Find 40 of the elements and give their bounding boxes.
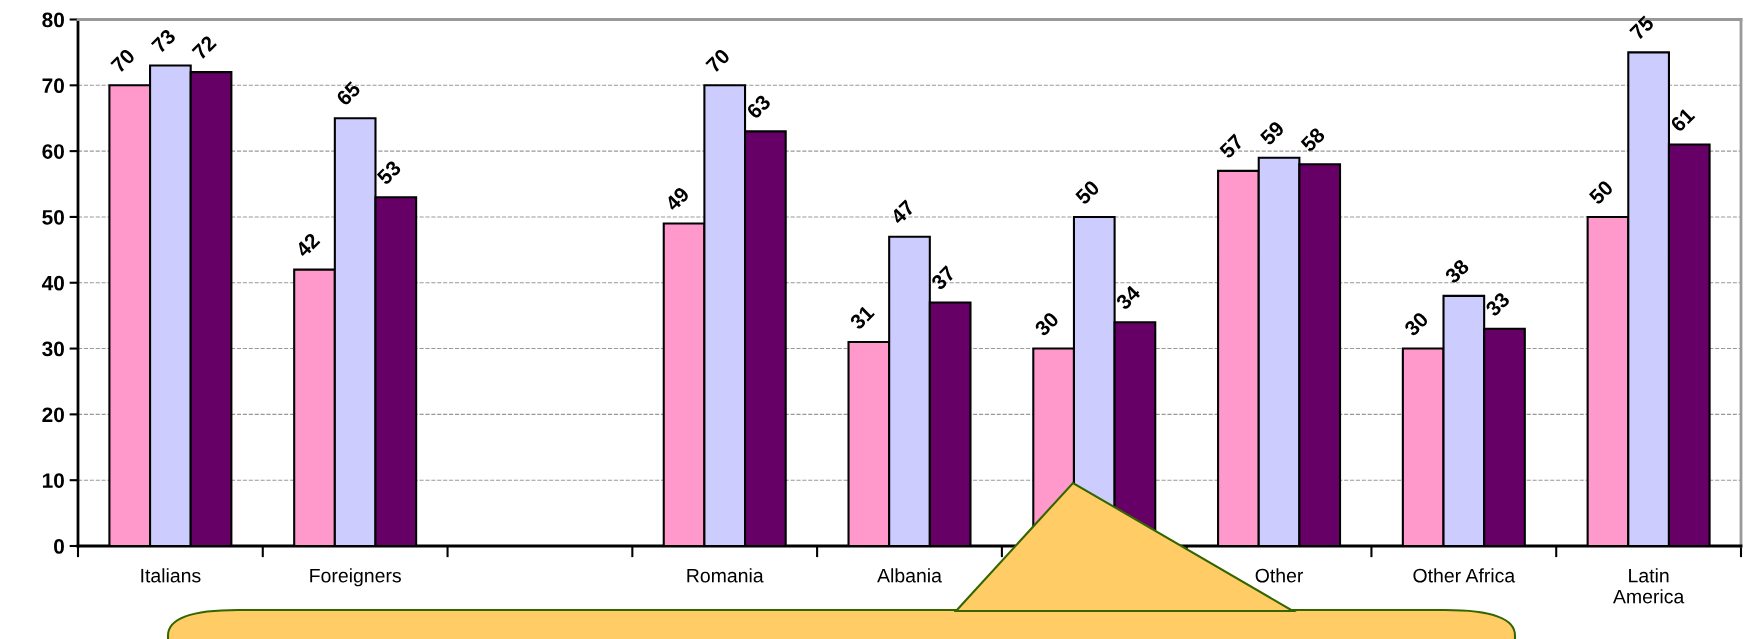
data-label: 42 [294,232,321,258]
data-label: 72 [191,34,217,61]
data-label: 63 [745,93,772,120]
y-tick-label: 20 [42,407,64,423]
data-label: 75 [1629,14,1655,41]
data-label: 58 [1299,126,1326,153]
data-label: 30 [1033,311,1060,337]
data-label: 65 [335,80,362,107]
data-label: 70 [110,47,136,74]
data-label: 37 [930,265,957,291]
data-label: 57 [1218,133,1245,160]
data-label: 30 [1403,311,1430,337]
data-label: 59 [1259,120,1286,147]
x-tick-label: Foreigners [310,568,401,587]
data-label: 49 [664,186,691,213]
y-tick-label: 10 [42,473,64,488]
y-tick-label: 50 [42,209,64,225]
x-tick-label: Romania [687,568,764,583]
x-tick-label: Latin America [1613,568,1685,604]
data-label: 53 [376,159,402,186]
x-tick-label: Italians [141,568,201,583]
data-label: 50 [1074,179,1101,206]
data-label: 50 [1588,179,1614,206]
data-label: 70 [705,47,731,74]
y-tick-label: 0 [54,539,64,554]
y-tick-label: 60 [42,144,64,159]
data-label: 61 [1669,106,1696,133]
data-label: 33 [1484,291,1511,318]
data-label: 73 [150,28,177,54]
data-label: 38 [1443,258,1470,285]
data-label: 47 [889,199,916,226]
data-label: 34 [1115,284,1142,311]
y-tick-label: 80 [42,12,64,28]
data-label: 31 [848,304,876,331]
y-tick-label: 30 [42,341,64,357]
x-tick-label: Albania [877,568,942,583]
y-tick-label: 70 [42,78,64,94]
x-tick-label: Other [1255,568,1304,583]
x-tick-label: Other Africa [1413,568,1516,583]
y-tick-label: 40 [41,275,64,291]
